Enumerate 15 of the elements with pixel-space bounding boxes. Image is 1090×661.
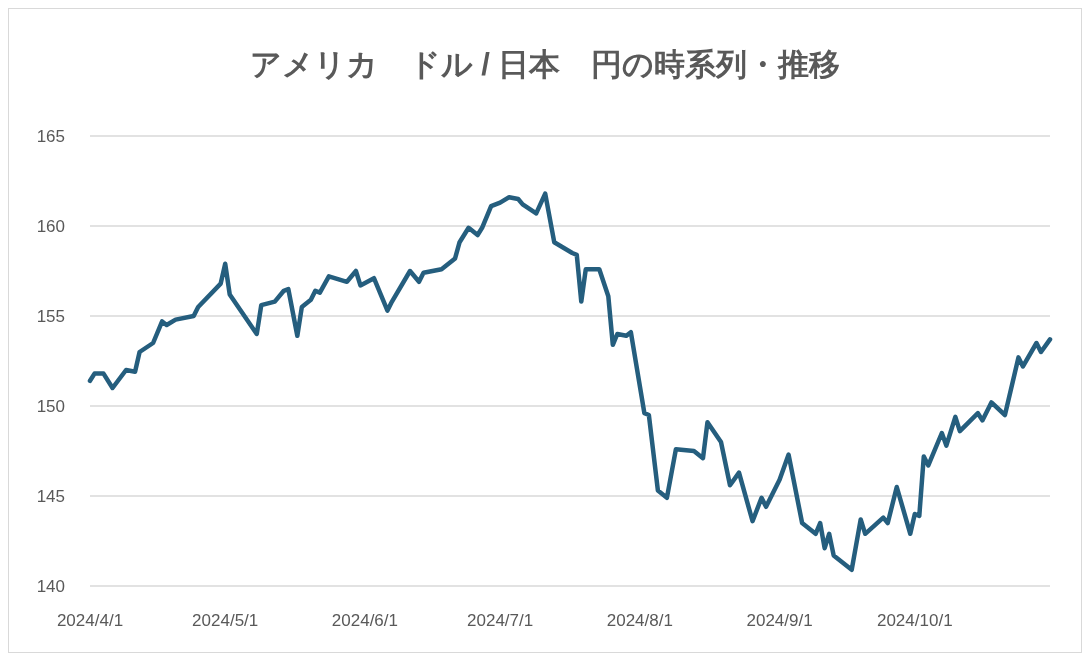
line-series [87, 191, 1053, 573]
x-tick-label: 2024/8/1 [606, 611, 673, 630]
chart-title: アメリカ ドル / 日本 円の時系列・推移 [249, 47, 841, 82]
x-tick-label: 2024/7/1 [467, 611, 534, 630]
y-tick-label: 165 [36, 127, 65, 146]
x-tick-label: 2024/4/1 [56, 611, 124, 630]
y-tick-label: 140 [36, 577, 65, 596]
y-tick-label: 145 [36, 487, 65, 506]
x-tick-label: 2024/6/1 [331, 611, 399, 630]
x-tick-label: 2024/5/1 [192, 611, 259, 630]
y-tick-label: 150 [36, 397, 65, 416]
x-tick-label: 2024/10/1 [876, 611, 953, 630]
y-tick-label: 160 [36, 217, 65, 236]
x-tick-label: 2024/9/1 [746, 611, 813, 630]
y-tick-label: 155 [36, 307, 65, 326]
